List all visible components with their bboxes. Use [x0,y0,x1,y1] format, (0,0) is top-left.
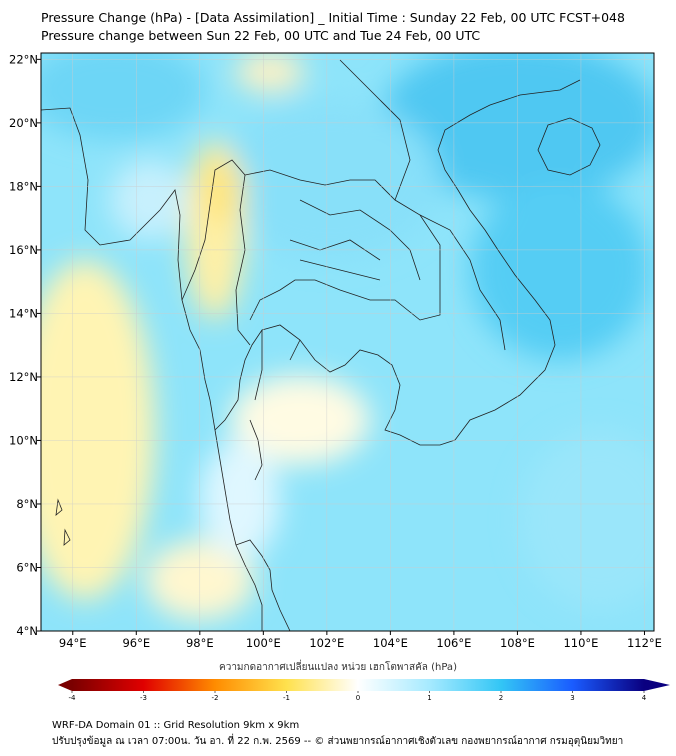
lat-tick-label: 22°N [9,52,38,66]
colorbar-max-arrow [644,679,670,691]
pressure-field [41,53,654,631]
lat-tick-label: 16°N [9,243,38,257]
lat-tick-label: 10°N [9,433,38,447]
coastlines-and-borders [41,59,601,631]
lon-tick-label: 108°E [500,636,535,650]
footer-model-info: WRF-DA Domain 01 :: Grid Resolution 9km … [52,720,300,731]
colorbar-min-arrow [58,679,72,691]
lat-tick-label: 18°N [9,179,38,193]
map-frame [40,52,655,632]
colorbar-tick-label: -2 [212,694,219,702]
lat-tick-label: 20°N [9,116,38,130]
latitude-axis: 22°N 20°N 18°N 16°N 14°N 12°N 10°N 8°N 6°N 4°N [9,52,41,638]
lat-tick-label: 4°N [16,624,38,638]
colorbar-tick-label: 4 [642,694,647,702]
lon-tick-label: 98°E [186,636,214,650]
lon-tick-label: 102°E [309,636,344,650]
map-subtitle: Pressure change between Sun 22 Feb, 00 U… [41,28,481,43]
lon-tick-label: 106°E [436,636,471,650]
lon-tick-label: 110°E [563,636,598,650]
lon-tick-label: 112°E [627,636,662,650]
colorbar-tick-label: 1 [427,694,431,702]
colorbar-label: ความกดอากาศเปลี่ยนแปลง หน่วย เฮกโตพาสคัล… [219,662,457,673]
colorbar-tick-label: 0 [356,694,360,702]
lat-tick-label: 6°N [16,560,38,574]
colorbar-tick-label: -1 [283,694,290,702]
map-title: Pressure Change (hPa) - [Data Assimilati… [41,10,625,25]
lon-tick-label: 104°E [373,636,408,650]
lat-tick-label: 12°N [9,370,38,384]
colorbar-tick-label: -4 [69,694,77,702]
colorbar-tick-label: 3 [570,694,574,702]
footer-credit: ปรับปรุงข้อมูล ณ เวลา 07:00น. วัน อา. ที… [52,736,624,747]
lon-tick-label: 94°E [59,636,87,650]
colorbar-bar [72,679,644,691]
colorbar-tick-label: 2 [499,694,503,702]
longitude-axis: 94°E 96°E 98°E 100°E 102°E 104°E 106°E 108°E 110… [59,631,662,650]
colorbar: -4 -3 -2 -1 0 1 2 3 4 [58,679,670,702]
colorbar-tick-label: -3 [140,694,147,702]
lat-tick-label: 8°N [16,497,38,511]
lat-tick-label: 14°N [9,306,38,320]
lon-tick-label: 96°E [122,636,150,650]
lon-tick-label: 100°E [246,636,281,650]
